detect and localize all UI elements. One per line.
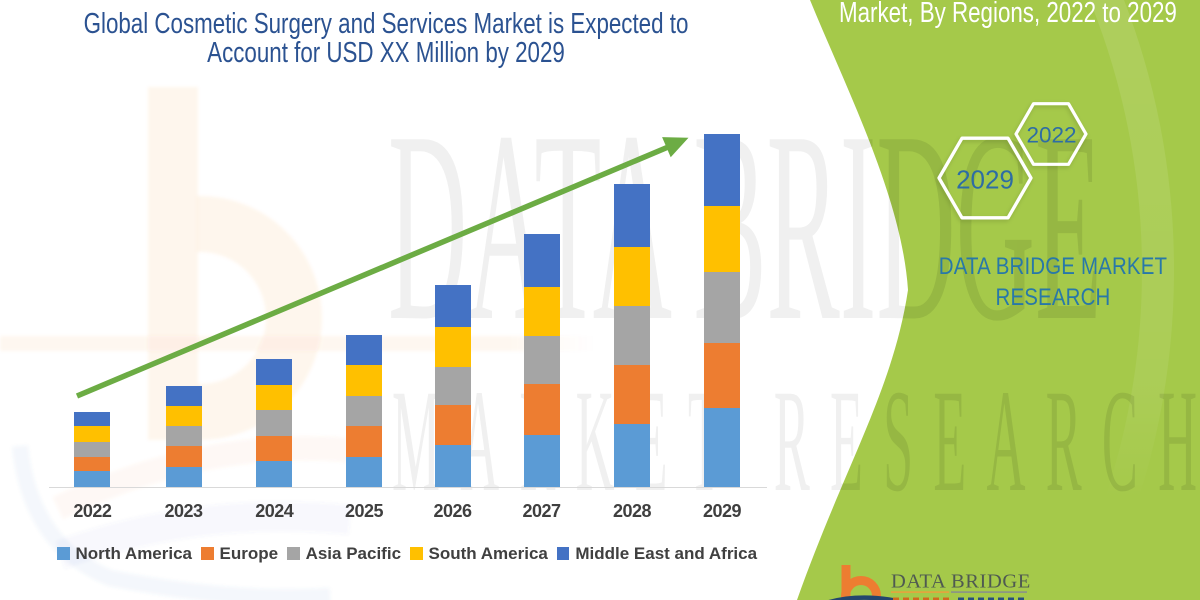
svg-text:DATA BRIDGE: DATA BRIDGE bbox=[388, 77, 1102, 379]
svg-text:DATA BRIDGE: DATA BRIDGE bbox=[891, 571, 1031, 593]
svg-text:2029: 2029 bbox=[956, 165, 1014, 195]
svg-text:2022: 2022 bbox=[1026, 123, 1076, 148]
